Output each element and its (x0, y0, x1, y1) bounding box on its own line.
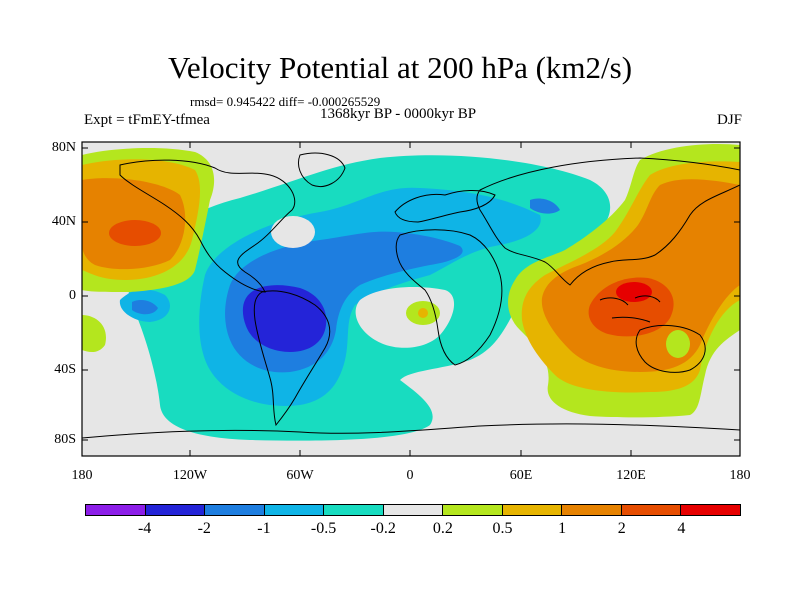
axis-ticks (82, 142, 740, 456)
colorbar-swatch (145, 505, 206, 515)
colorbar-label: 1 (558, 520, 567, 537)
colorbar-label: 0.2 (432, 520, 453, 537)
colorbar-swatch (324, 505, 384, 515)
colorbar-swatch (383, 505, 444, 515)
contour-pos-2-indopac (588, 277, 674, 337)
colorbar-label: 0.5 (492, 520, 513, 537)
colorbar (85, 504, 741, 516)
contour-pos-2-pacific (109, 220, 161, 246)
coastlines (82, 152, 740, 439)
colorbar-swatch (562, 505, 622, 515)
contour-pos-4-indopac (616, 282, 652, 302)
colorbar-swatch (443, 505, 503, 515)
contour-neg-2 (242, 285, 327, 352)
colorbar-label: -2 (197, 520, 211, 537)
colorbar-swatch (86, 505, 146, 515)
lat-tick-label: 80N (51, 140, 76, 155)
contour-neutral-aus (666, 330, 690, 358)
lat-tick-label: 80S (54, 432, 76, 447)
lon-tick-label: 120W (172, 468, 208, 483)
lat-tick-label: 0 (69, 288, 76, 303)
contour-neg-1 (132, 198, 560, 373)
map-frame (81, 141, 741, 457)
colorbar-label: -1 (257, 520, 271, 537)
contour-neutral-nam (271, 216, 315, 248)
colorbar-label: -0.2 (370, 520, 396, 537)
colorbar-swatch (205, 505, 265, 515)
colorbar-swatch (681, 505, 741, 515)
season-label: DJF (716, 112, 742, 128)
colorbar-label: 4 (677, 520, 686, 537)
colorbar-swatch (502, 505, 563, 515)
page-title: Velocity Potential at 200 hPa (km2/s) (167, 50, 633, 85)
lon-tick-label: 0 (406, 468, 414, 483)
colorbar-label: -4 (137, 520, 152, 537)
colorbar-swatch (264, 505, 325, 515)
colorbar-label: -0.5 (310, 520, 337, 537)
lon-tick-label: 180 (729, 468, 751, 483)
lat-tick-label: 40N (51, 214, 76, 229)
lon-tick-label: 60E (509, 468, 533, 483)
contour-pos-05-africa (418, 308, 428, 318)
lat-tick-label: 40S (54, 362, 76, 377)
rmsd-diff-stats: rmsd= 0.945422 diff= -0.000265529 (190, 94, 381, 109)
lon-tick-label: 120E (616, 468, 646, 483)
colorbar-label: 2 (617, 520, 626, 537)
contour-pos-1-indopac (541, 179, 740, 372)
time-period: 1368kyr BP - 0000kyr BP (320, 106, 477, 122)
lon-tick-label: 180 (71, 468, 93, 483)
colorbar-swatch (621, 505, 682, 515)
experiment-label: Expt = tFmEY-tfmea (84, 112, 210, 128)
lon-tick-label: 60W (286, 468, 314, 483)
